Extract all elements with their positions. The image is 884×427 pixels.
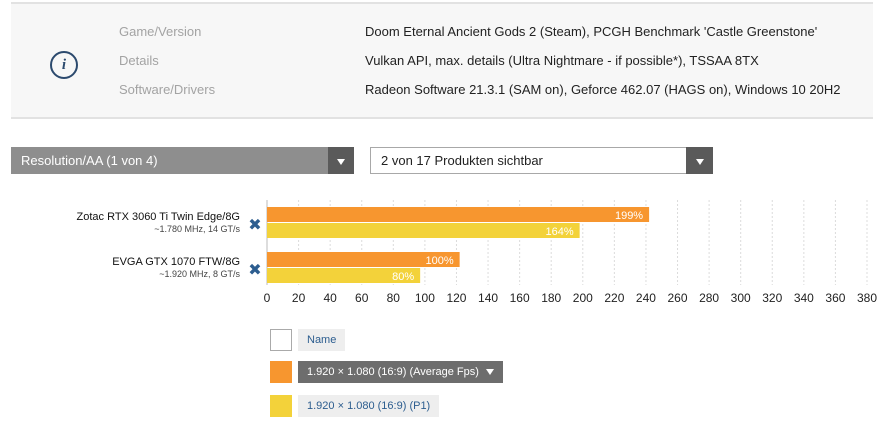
bar-1-1	[267, 268, 421, 283]
x-tick-label-360: 360	[825, 291, 845, 305]
x-tick-label-60: 60	[355, 291, 369, 305]
x-tick-label-180: 180	[541, 291, 561, 305]
legend-name-checkbox[interactable]	[270, 329, 292, 351]
x-tick-label-340: 340	[794, 291, 814, 305]
x-tick-label-100: 100	[415, 291, 435, 305]
bar-label-1-0: 100%	[425, 255, 453, 267]
benchmark-bar-chart: 0 20 40 60 80 100 120 140 160 180 200 220 240 260 280 3…	[77, 200, 877, 305]
resolution-select-label: Resolution/AA (1 von 4)	[21, 153, 158, 168]
products-select-label: 2 von 17 Produkten sichtbar	[381, 153, 543, 168]
resolution-select[interactable]: Resolution/AA (1 von 4)	[11, 147, 354, 174]
legend-name-label[interactable]: Name	[298, 329, 346, 351]
benchmark-info-panel: i Game/Version Doom Eternal Ancient Gods…	[11, 2, 873, 119]
category-name-1: EVGA GTX 1070 FTW/8G	[112, 256, 240, 268]
close-icon[interactable]: ✖	[248, 215, 261, 234]
legend-swatch-p1[interactable]	[270, 395, 292, 417]
info-label-game: Game/Version	[119, 24, 202, 39]
bar-label-0-0: 199%	[615, 210, 643, 222]
x-tick-label-200: 200	[573, 291, 593, 305]
info-value-details: Vulkan API, max. details (Ultra Nightmar…	[365, 53, 759, 68]
x-tick-label-0: 0	[264, 291, 271, 305]
bar-label-1-1: 80%	[392, 271, 414, 283]
bar-label-0-1: 164%	[545, 226, 573, 238]
category-sub-1: ~1.920 MHz, 8 GT/s	[159, 269, 240, 279]
x-tick-label-280: 280	[699, 291, 719, 305]
x-tick-label-20: 20	[292, 291, 306, 305]
info-label-details: Details	[119, 53, 159, 68]
info-value-software: Radeon Software 21.3.1 (SAM on), Geforce…	[365, 82, 841, 97]
x-tick-label-160: 160	[510, 291, 530, 305]
legend-swatch-average-fps[interactable]	[270, 361, 292, 383]
x-tick-label-220: 220	[604, 291, 624, 305]
info-value-game: Doom Eternal Ancient Gods 2 (Steam), PCG…	[365, 24, 818, 39]
chevron-down-icon[interactable]	[328, 147, 354, 174]
x-tick-label-260: 260	[668, 291, 688, 305]
category-name-0: Zotac RTX 3060 Ti Twin Edge/8G	[77, 211, 240, 223]
category-sub-0: ~1.780 MHz, 14 GT/s	[154, 224, 240, 234]
x-tick-label-380: 380	[857, 291, 877, 305]
x-tick-label-120: 120	[446, 291, 466, 305]
legend-label-average-fps-text: 1.920 × 1.080 (16:9) (Average Fps)	[307, 366, 479, 378]
legend-label-average-fps[interactable]: 1.920 × 1.080 (16:9) (Average Fps)	[298, 361, 503, 383]
x-tick-label-140: 140	[478, 291, 498, 305]
info-icon: i	[50, 51, 78, 79]
x-tick-label-240: 240	[636, 291, 656, 305]
bar-0-1	[267, 223, 580, 238]
x-tick-label-40: 40	[323, 291, 337, 305]
chevron-down-icon[interactable]	[686, 147, 713, 174]
chevron-down-icon[interactable]	[486, 369, 494, 375]
bar-1-0	[267, 252, 460, 267]
products-select[interactable]: 2 von 17 Produkten sichtbar	[370, 147, 713, 174]
info-label-software: Software/Drivers	[119, 82, 216, 97]
close-icon[interactable]: ✖	[248, 260, 261, 279]
x-tick-label-80: 80	[387, 291, 401, 305]
x-tick-label-320: 320	[762, 291, 782, 305]
x-tick-label-300: 300	[731, 291, 751, 305]
bar-0-0	[267, 207, 650, 222]
legend-label-p1[interactable]: 1.920 × 1.080 (16:9) (P1)	[298, 395, 440, 417]
